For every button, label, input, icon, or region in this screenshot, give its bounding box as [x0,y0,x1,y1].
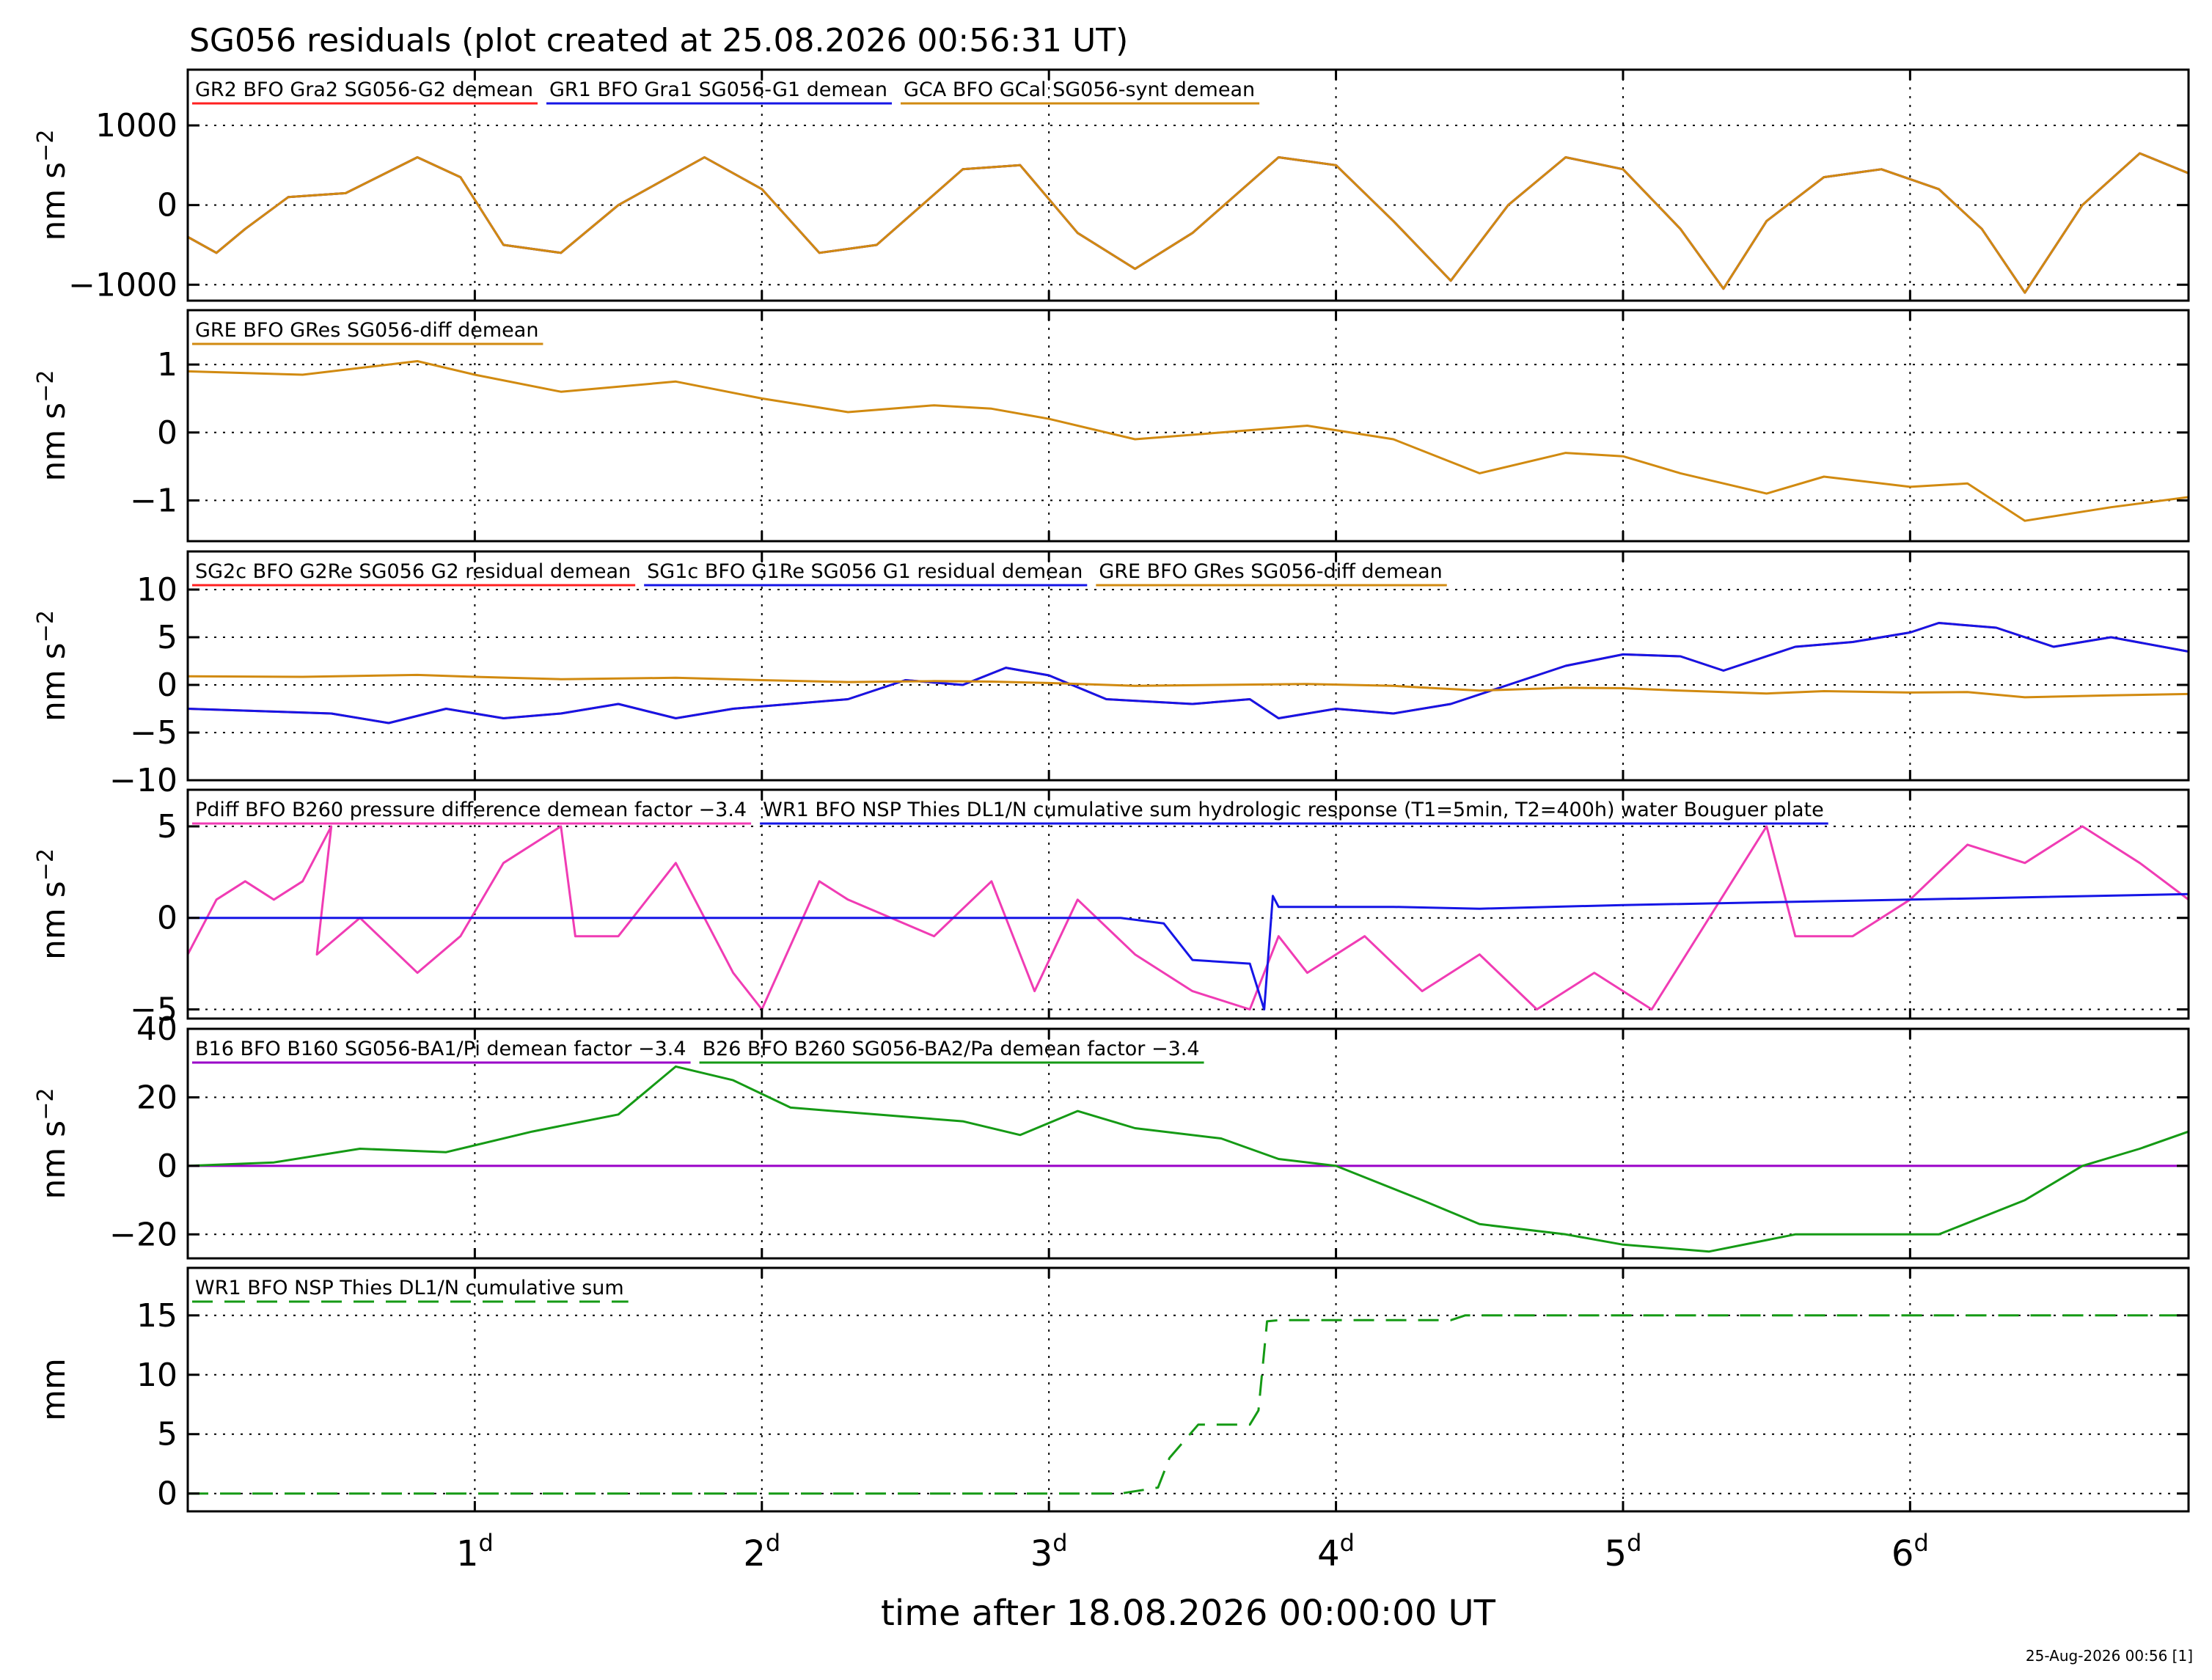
legend-label-3: GRE BFO GRes SG056-diff demean [1099,560,1442,583]
y-tick-label: 5 [157,619,177,656]
series-group [188,360,2189,522]
y-axis-label: nm s−2 [33,848,73,960]
figure-title: SG056 residuals (plot created at 25.08.2… [189,22,1128,59]
y-axis-label-text: nm s−2 [33,1088,73,1200]
legend-label-2: SG1c BFO G1Re SG056 G1 residual demean [647,560,1083,583]
series-line-1 [188,825,2189,1010]
legend-label-1: B16 BFO B160 SG056-BA1/Pi demean factor … [195,1038,686,1060]
y-tick-label: 0 [157,414,177,452]
x-tick-label: 2d [743,1529,780,1574]
y-tick-label: −20 [109,1216,177,1253]
y-tick-label: 20 [136,1079,177,1116]
panel-frame [186,309,2190,543]
panel-frame [186,68,2190,302]
y-axis-label: nm s−2 [33,130,73,241]
y-tick-label: −5 [130,991,177,1029]
legend-label-1: SG2c BFO G2Re SG056 G2 residual demean [195,560,631,583]
panel-2: −1 0 1 nm s−2 GRE BFO GRes SG056-diff demean [33,309,2190,543]
series-group [188,1314,2189,1495]
y-axis-label: nm s−2 [33,1088,73,1200]
y-axis-label: mm [35,1358,73,1421]
y-tick-label: 0 [157,667,177,704]
y-tick-label: 0 [157,1475,177,1513]
panel-6: 0 5 10 15 mm WR1 BFO NSP Thies DL1/N cumulati… [35,1266,2190,1513]
y-tick-label: 0 [157,187,177,224]
footer-timestamp: 25-Aug-2026 00:56 [1] [2026,1647,2193,1665]
y-axis-label-text: nm s−2 [33,848,73,960]
panel-frame [186,1266,2190,1513]
x-tick-label: 5d [1605,1529,1642,1574]
series-line-2 [188,1065,2189,1253]
y-tick-label: −1 [130,482,177,519]
y-tick-label: −5 [130,714,177,752]
x-tick-label: 3d [1030,1529,1068,1574]
x-tick-label: 1d [456,1529,494,1574]
y-tick-label: 1000 [95,107,177,144]
y-axis-label-text: nm s−2 [33,130,73,241]
y-tick-label: −1000 [68,266,177,304]
y-tick-label: 0 [157,1148,177,1185]
series-group [188,1065,2189,1253]
y-tick-label: 10 [136,571,177,609]
y-tick-label: 1 [157,346,177,384]
panel-1: −1000 0 1000 nm s−2 GR2 BFO Gra2 SG056-G2 de… [33,68,2190,304]
panel-4: −5 0 5 nm s−2 Pdiff BFO B260 pressure differ… [33,788,2190,1029]
y-tick-label: −10 [109,762,177,799]
y-axis-label: nm s−2 [33,610,73,722]
legend-label-2: B26 BFO B260 SG056-BA2/Pa demean factor … [703,1038,1200,1060]
panel-frame [186,788,2190,1020]
series-line-3 [188,152,2189,294]
legend-label-1: WR1 BFO NSP Thies DL1/N cumulative sum [195,1277,624,1299]
series-group [188,622,2189,725]
y-tick-label: 40 [136,1010,177,1048]
series-line-1 [188,152,2189,294]
y-axis-label-text: nm s−2 [33,610,73,722]
legend-label-1: GRE BFO GRes SG056-diff demean [195,319,538,342]
legend-label-3: GCA BFO GCal SG056-synt demean [904,78,1255,101]
panel-frame [186,1027,2190,1260]
legend-label-2: GR1 BFO Gra1 SG056-G1 demean [549,78,887,101]
x-axis: 1d 2d 3d 4d 5d 6d time after 18.08.2026 00:00:… [456,1529,1929,1634]
legend-label-1: GR2 BFO Gra2 SG056-G2 demean [195,78,533,101]
y-tick-label: 0 [157,900,177,937]
y-axis-label: nm s−2 [33,370,73,482]
series-line-3 [188,673,2189,699]
y-tick-label: 15 [136,1297,177,1335]
y-tick-label: 5 [157,1416,177,1453]
x-tick-label: 4d [1317,1529,1355,1574]
legend-label-2: WR1 BFO NSP Thies DL1/N cumulative sum h… [763,799,1824,821]
series-line-1 [188,360,2189,522]
x-axis-label: time after 18.08.2026 00:00:00 UT [881,1593,1496,1634]
series-group [188,152,2189,294]
panel-5: −20 0 20 40 nm s−2 B16 BFO B160 SG056-BA1/Pi … [33,1010,2190,1260]
y-tick-label: 5 [157,808,177,845]
panel-frame [186,550,2190,782]
series-line-2 [188,622,2189,725]
y-axis-label-text: mm [35,1358,73,1421]
x-tick-label: 6d [1891,1529,1929,1574]
legend-label-1: Pdiff BFO B260 pressure difference demea… [195,799,747,821]
series-line-2 [188,152,2189,294]
y-axis-label-text: nm s−2 [33,370,73,482]
y-tick-label: 10 [136,1357,177,1394]
series-line-1 [188,1314,2189,1495]
series-line-2 [188,892,2189,1010]
series-group [188,825,2189,1010]
panel-3: −10 −5 0 5 10 nm s−2 SG2c BFO G2Re SG056 G2 re… [33,550,2190,799]
